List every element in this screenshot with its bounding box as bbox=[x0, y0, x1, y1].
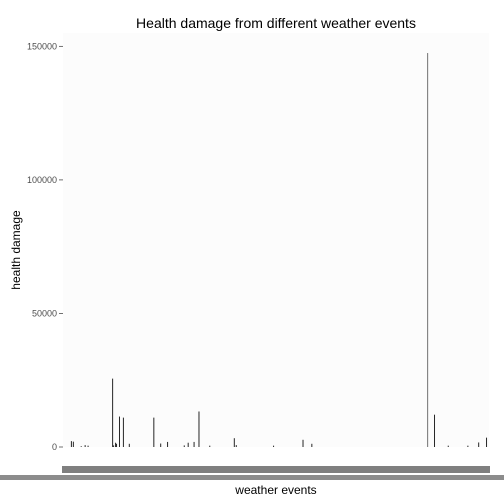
bar bbox=[467, 445, 469, 447]
bar bbox=[434, 414, 436, 447]
x-tick-label-band bbox=[62, 466, 490, 473]
y-tick-label: 100000 bbox=[27, 175, 57, 185]
bar bbox=[486, 437, 488, 447]
bar bbox=[113, 445, 115, 447]
plot-panel bbox=[63, 33, 489, 447]
bar bbox=[193, 441, 195, 447]
bar bbox=[167, 441, 169, 447]
bar bbox=[233, 438, 235, 447]
y-tick-label: 150000 bbox=[27, 41, 57, 51]
x-tick-label-band-outer bbox=[0, 475, 504, 480]
bar bbox=[235, 445, 237, 447]
bar bbox=[198, 411, 200, 447]
bar bbox=[118, 416, 120, 447]
bars bbox=[70, 53, 488, 447]
bar bbox=[183, 445, 185, 447]
bar bbox=[478, 442, 480, 447]
bar bbox=[153, 417, 155, 447]
bar bbox=[187, 442, 189, 447]
x-axis bbox=[0, 466, 504, 480]
bar bbox=[160, 443, 162, 447]
bar bbox=[70, 441, 72, 447]
y-tick-label: 50000 bbox=[32, 308, 57, 318]
bar bbox=[112, 378, 114, 447]
bar bbox=[273, 445, 275, 447]
bar bbox=[128, 443, 130, 447]
bar bbox=[427, 53, 429, 447]
bar bbox=[115, 442, 117, 447]
bar bbox=[84, 445, 86, 447]
bar bbox=[447, 445, 449, 447]
y-axis: 0 50000 100000 150000 bbox=[27, 41, 63, 452]
bar bbox=[122, 417, 124, 447]
bar bbox=[209, 445, 211, 447]
bar bbox=[72, 441, 74, 447]
bar bbox=[116, 443, 118, 447]
chart-title: Health damage from different weather eve… bbox=[136, 15, 416, 31]
bar bbox=[80, 446, 82, 447]
bar bbox=[302, 439, 304, 447]
y-tick-label: 0 bbox=[52, 442, 57, 452]
bar bbox=[311, 443, 313, 447]
y-axis-label: health damage bbox=[9, 210, 23, 290]
bar bbox=[87, 445, 89, 447]
x-axis-label: weather events bbox=[234, 483, 316, 497]
